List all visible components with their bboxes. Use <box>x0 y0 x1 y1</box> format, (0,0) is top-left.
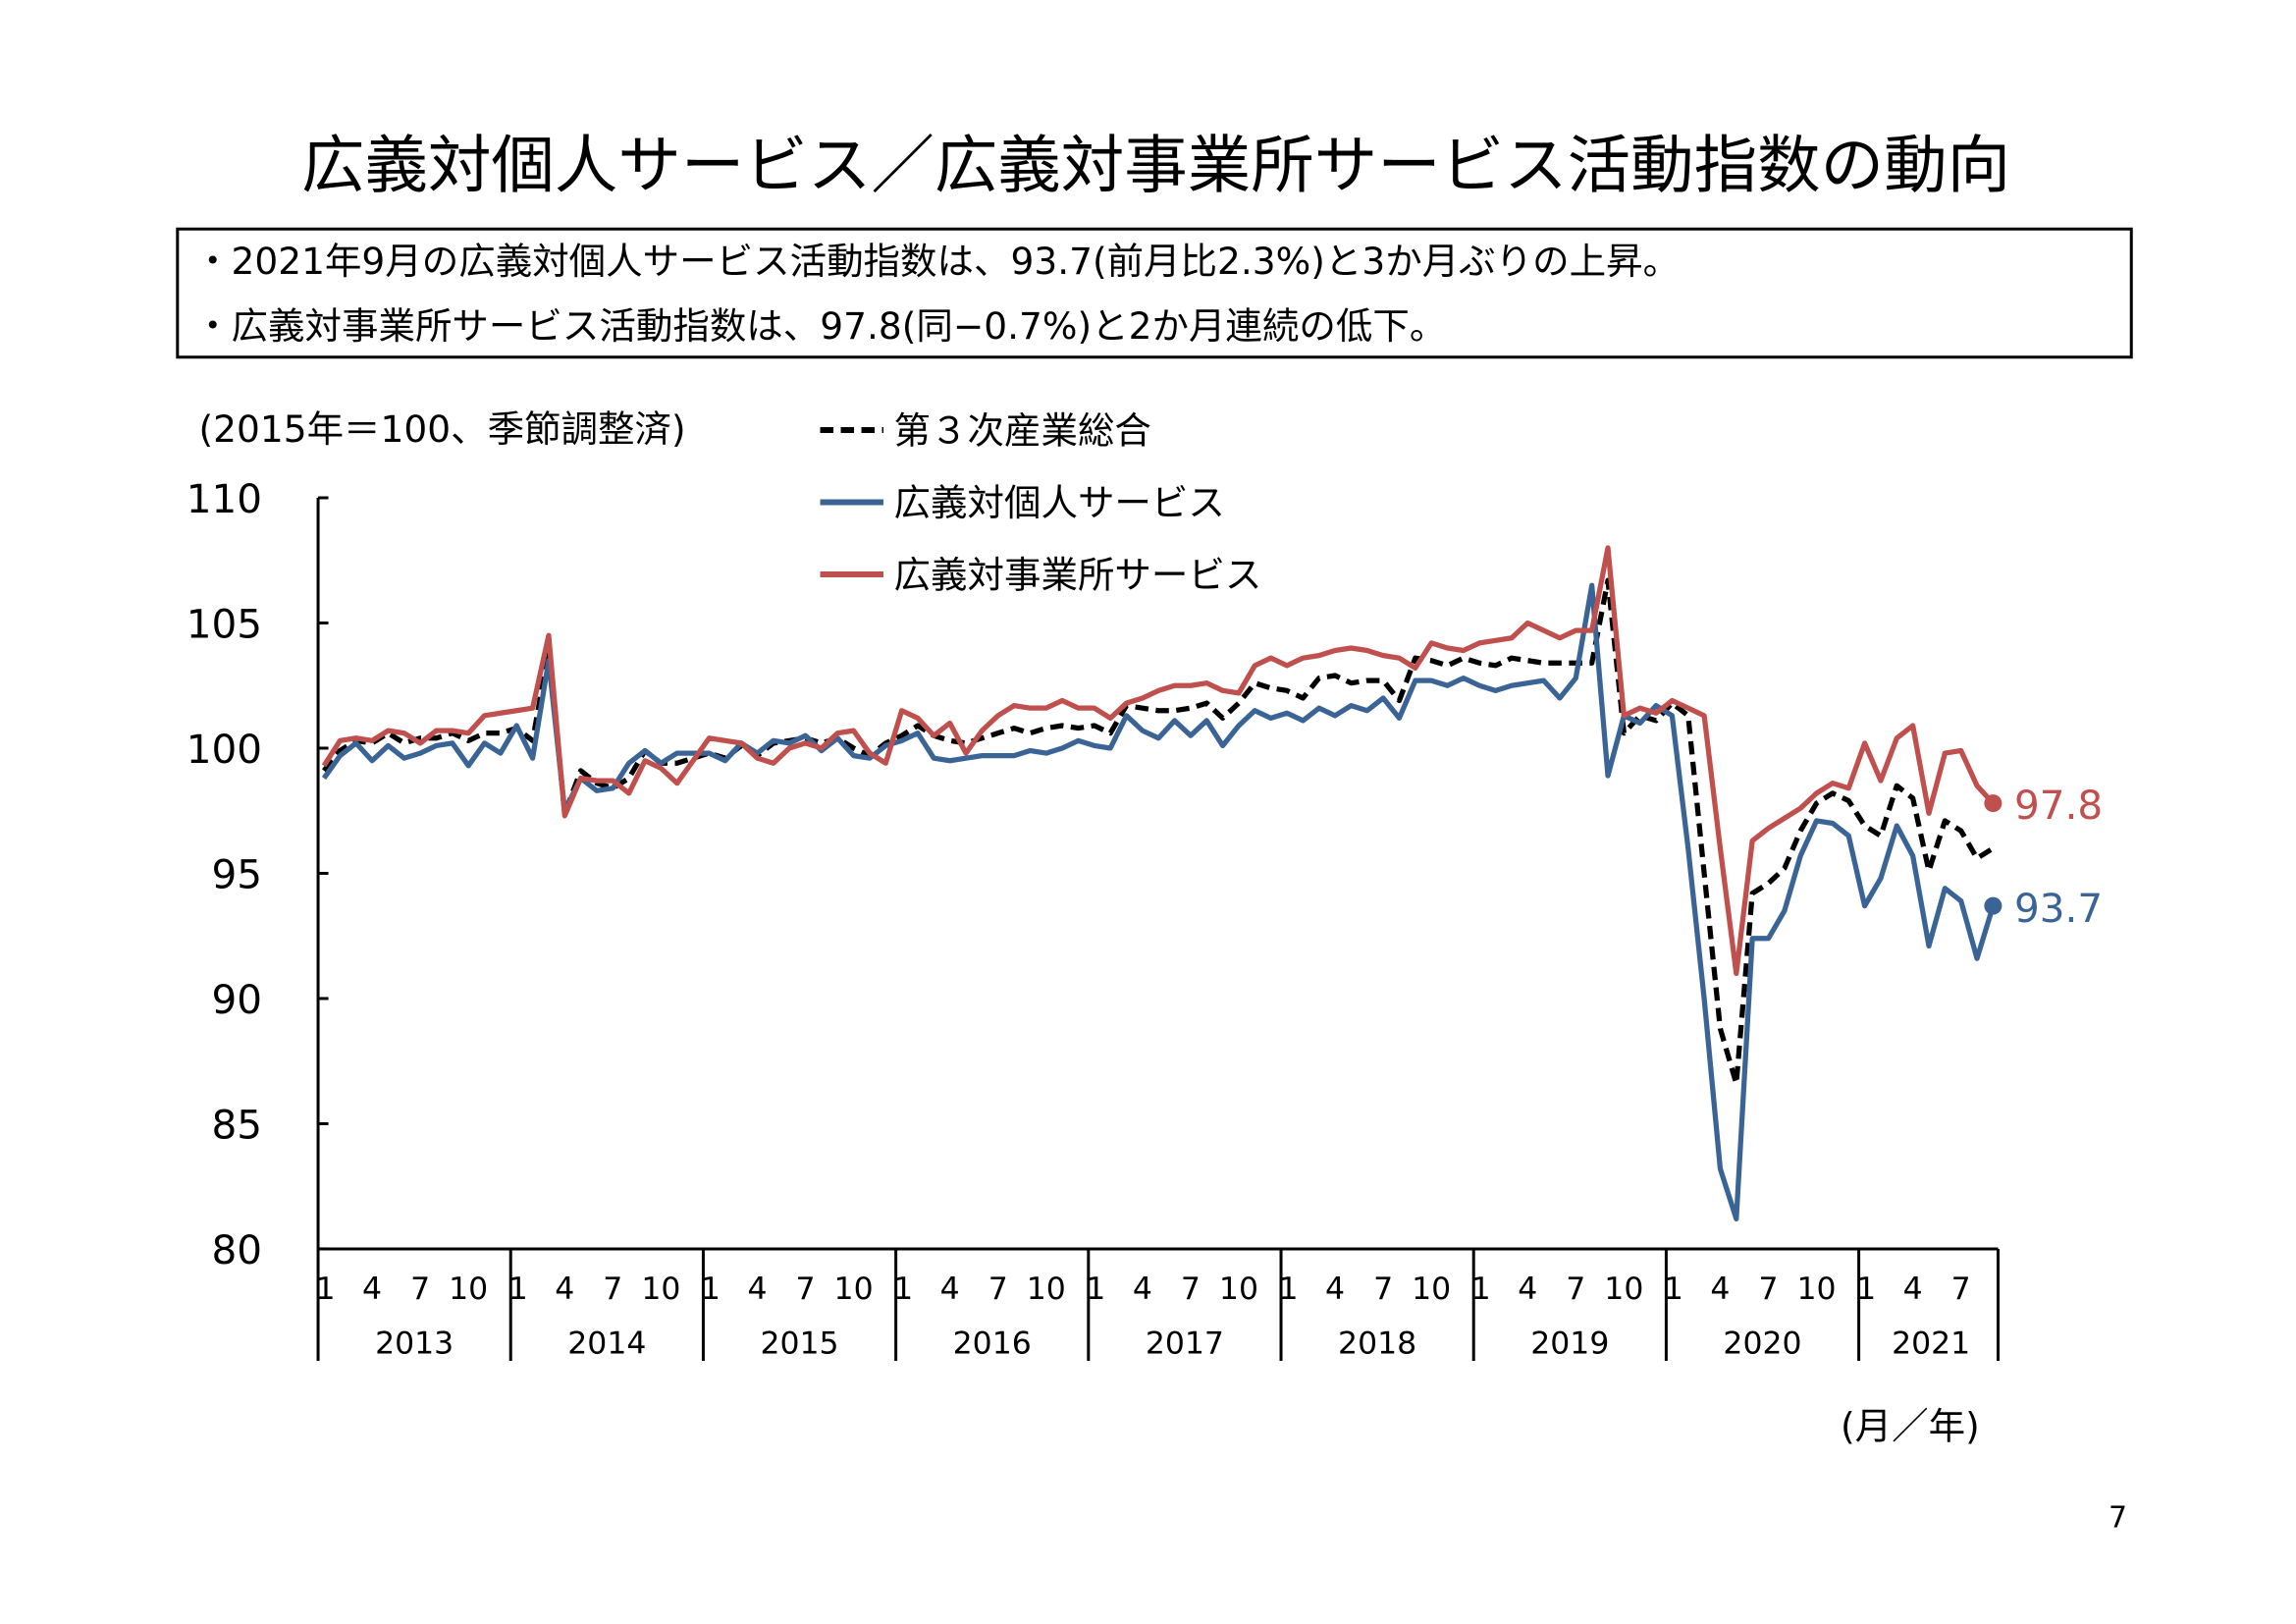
month-tick-label: 1 <box>1664 1272 1683 1307</box>
summary-line-1: ・2021年9月の広義対個人サービス活動指数は、93.7(前月比2.3%)と3か… <box>194 240 1680 283</box>
month-tick-label: 10 <box>1604 1272 1643 1307</box>
month-tick-label: 4 <box>1518 1272 1537 1307</box>
x-axis-label: (月／年) <box>1841 1404 1980 1447</box>
month-tick-label: 4 <box>1133 1272 1152 1307</box>
y-tick-label: 100 <box>187 726 262 773</box>
month-tick-label: 1 <box>316 1272 336 1307</box>
month-tick-label: 4 <box>940 1272 960 1307</box>
month-tick-label: 7 <box>796 1272 816 1307</box>
summary-line-2: ・広義対事業所サービス活動指数は、97.8(同−0.7%)と2か月連続の低下。 <box>194 304 1446 348</box>
legend: 第３次産業総合 広義対個人サービス 広義対事業所サービス <box>820 408 1262 596</box>
year-label: 2013 <box>375 1326 454 1361</box>
month-tick-label: 1 <box>1086 1272 1105 1307</box>
end-label-personal: 93.7 <box>2014 885 2103 932</box>
month-tick-label: 10 <box>641 1272 680 1307</box>
month-tick-label: 10 <box>1027 1272 1066 1307</box>
month-tick-label: 7 <box>603 1272 622 1307</box>
month-tick-label: 10 <box>449 1272 488 1307</box>
y-tick-label: 80 <box>212 1226 263 1273</box>
month-tick-label: 7 <box>1566 1272 1585 1307</box>
end-point-personal <box>1984 896 2002 915</box>
page-title: 広義対個人サービス／広義対事業所サービス活動指数の動向 <box>301 129 2010 202</box>
year-label: 2020 <box>1723 1326 1801 1361</box>
month-tick-label: 10 <box>834 1272 874 1307</box>
month-tick-label: 4 <box>747 1272 767 1307</box>
month-tick-label: 1 <box>1278 1272 1298 1307</box>
legend-label-personal: 広義対個人サービス <box>894 481 1225 524</box>
year-label: 2016 <box>953 1326 1032 1361</box>
month-tick-label: 7 <box>1373 1272 1393 1307</box>
y-tick-label: 110 <box>187 475 262 522</box>
series-line-personal <box>321 582 1996 1221</box>
year-label: 2019 <box>1530 1326 1609 1361</box>
page-number: 7 <box>2109 1500 2127 1535</box>
end-point-business <box>1984 794 2002 813</box>
end-label-business: 97.8 <box>2014 782 2103 829</box>
summary-box <box>176 227 2133 359</box>
month-tick-label: 7 <box>410 1272 430 1307</box>
month-tick-label: 4 <box>1325 1272 1345 1307</box>
month-tick-label: 4 <box>1903 1272 1923 1307</box>
year-label: 2021 <box>1892 1326 1970 1361</box>
y-tick-label: 95 <box>212 850 263 897</box>
month-tick-label: 1 <box>1471 1272 1491 1307</box>
month-tick-label: 4 <box>555 1272 574 1307</box>
legend-label-tertiary: 第３次産業総合 <box>894 408 1151 452</box>
month-tick-label: 10 <box>1219 1272 1258 1307</box>
year-label: 2015 <box>760 1326 838 1361</box>
month-tick-label: 1 <box>701 1272 721 1307</box>
month-tick-label: 1 <box>1856 1272 1876 1307</box>
y-tick-label: 90 <box>212 976 263 1023</box>
y-tick-label: 105 <box>187 600 262 647</box>
month-tick-label: 10 <box>1412 1272 1451 1307</box>
legend-label-business: 広義対事業所サービス <box>894 553 1262 596</box>
unit-note: (2015年＝100、季節調整済) <box>199 407 686 451</box>
month-tick-label: 10 <box>1797 1272 1837 1307</box>
series-line-tertiary <box>322 577 1995 1087</box>
year-label: 2014 <box>567 1326 646 1361</box>
end-labels: 93.7 97.8 <box>2014 782 2103 932</box>
month-tick-label: 7 <box>1758 1272 1778 1307</box>
year-label: 2017 <box>1146 1326 1224 1361</box>
series-lines <box>321 545 2002 1221</box>
year-label: 2018 <box>1338 1326 1416 1361</box>
month-tick-label: 7 <box>1181 1272 1201 1307</box>
series-line-business <box>321 545 1996 977</box>
month-tick-label: 1 <box>508 1272 528 1307</box>
month-tick-label: 7 <box>1951 1272 1971 1307</box>
month-tick-label: 1 <box>893 1272 913 1307</box>
month-tick-label: 7 <box>988 1272 1008 1307</box>
y-tick-label: 85 <box>212 1101 263 1148</box>
month-tick-label: 4 <box>362 1272 382 1307</box>
month-tick-label: 4 <box>1710 1272 1730 1307</box>
